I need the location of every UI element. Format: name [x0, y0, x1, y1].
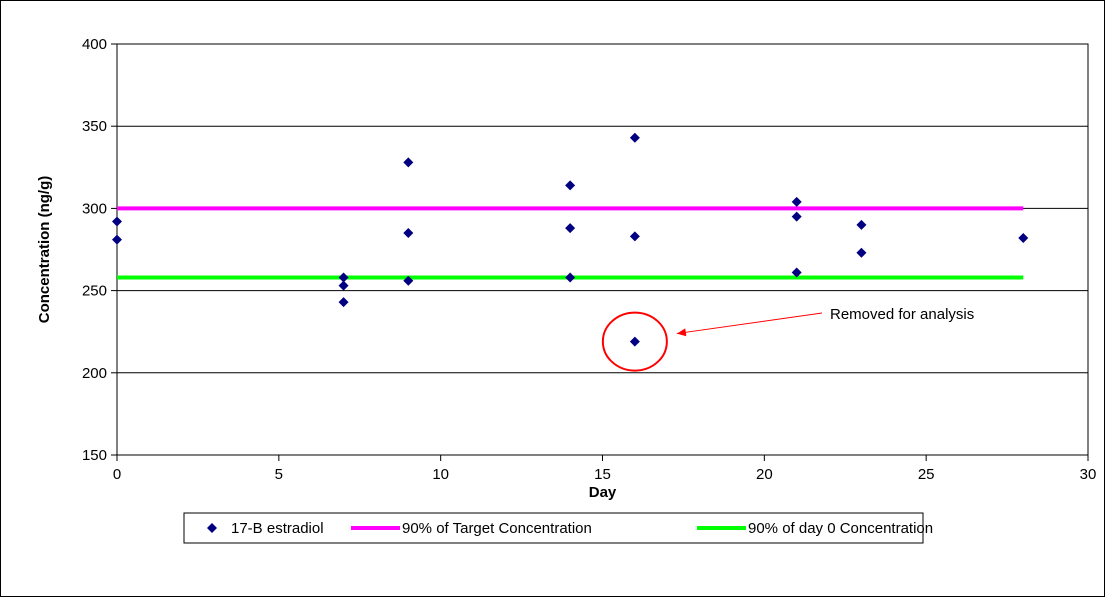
data-point — [403, 228, 414, 239]
series-layer — [112, 132, 1029, 347]
y-tick-label: 300 — [82, 200, 107, 217]
y-tick-label: 350 — [82, 118, 107, 135]
data-point — [856, 247, 867, 258]
annotation-label: Removed for analysis — [830, 306, 974, 323]
highlight-circle — [601, 311, 668, 372]
x-axis-title: Day — [589, 484, 617, 501]
annotation-arrow — [676, 312, 823, 335]
x-tick-label: 25 — [918, 466, 935, 483]
data-point — [338, 297, 349, 308]
data-point — [856, 219, 867, 230]
legend-entry-17b-estradiol: 17-B estradiol — [231, 520, 324, 537]
legend-marker-diamond — [207, 523, 217, 533]
annotation-layer: Removed for analysis — [601, 306, 974, 372]
data-point — [1018, 232, 1029, 243]
data-point — [629, 336, 640, 347]
data-point — [565, 272, 576, 283]
data-point — [112, 216, 122, 227]
data-point — [338, 280, 349, 291]
data-point — [403, 157, 414, 168]
x-tick-label: 30 — [1080, 466, 1097, 483]
data-point — [791, 196, 802, 207]
legend-entry-day0-concentration: 90% of day 0 Concentration — [748, 520, 933, 537]
legend: 17-B estradiol 90% of Target Concentrati… — [183, 512, 933, 544]
y-tick-label: 150 — [82, 447, 107, 464]
legend-entry-target-concentration: 90% of Target Concentration — [402, 520, 592, 537]
y-tick-label: 200 — [82, 365, 107, 382]
legend-box — [183, 512, 924, 544]
arrow-head — [676, 328, 687, 337]
data-point — [338, 272, 349, 283]
y-axis: 150 200 250 300 350 400 — [82, 36, 117, 464]
x-tick-label: 20 — [756, 466, 773, 483]
y-tick-label: 400 — [82, 36, 107, 53]
y-tick-label: 250 — [82, 283, 107, 300]
x-tick-label: 0 — [113, 466, 121, 483]
data-point — [565, 180, 576, 191]
x-axis: 0 5 10 15 20 25 30 — [113, 455, 1097, 483]
plot-area — [116, 43, 1089, 456]
x-tick-label: 5 — [275, 466, 283, 483]
data-point — [403, 275, 414, 286]
y-axis-title: Concentration (ng/g) — [36, 176, 53, 323]
data-point — [565, 223, 576, 234]
x-tick-label: 15 — [594, 466, 611, 483]
data-point — [791, 211, 802, 222]
data-point — [112, 234, 122, 245]
data-point — [791, 267, 802, 278]
data-point — [629, 231, 640, 242]
data-point — [629, 132, 640, 143]
x-tick-label: 10 — [432, 466, 449, 483]
